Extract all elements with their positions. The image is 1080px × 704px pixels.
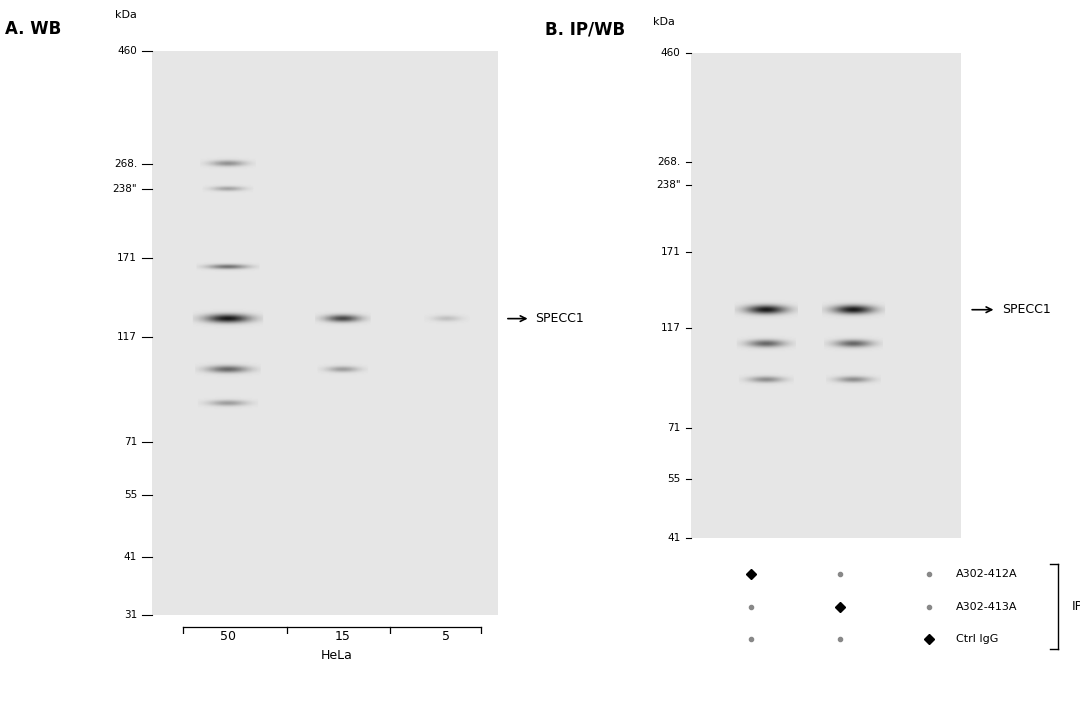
Text: A302-412A: A302-412A <box>956 569 1017 579</box>
Text: 117: 117 <box>661 322 680 333</box>
Text: 171: 171 <box>117 253 137 263</box>
Text: HeLa: HeLa <box>321 649 353 662</box>
Text: 5: 5 <box>442 630 449 643</box>
Text: 238": 238" <box>112 184 137 194</box>
Text: 238": 238" <box>656 180 680 190</box>
Text: A302-413A: A302-413A <box>956 602 1017 612</box>
Text: Ctrl IgG: Ctrl IgG <box>956 634 998 644</box>
Text: 171: 171 <box>661 246 680 257</box>
Text: 71: 71 <box>667 423 680 433</box>
Text: 50: 50 <box>220 630 237 643</box>
Text: 41: 41 <box>667 533 680 543</box>
Text: 268.: 268. <box>657 156 680 167</box>
Text: 460: 460 <box>118 46 137 56</box>
Text: B. IP/WB: B. IP/WB <box>545 20 625 39</box>
Text: kDa: kDa <box>116 11 137 20</box>
Text: 15: 15 <box>334 630 350 643</box>
Text: 31: 31 <box>124 610 137 620</box>
Text: SPECC1: SPECC1 <box>1002 303 1051 316</box>
Text: 55: 55 <box>124 490 137 500</box>
Text: 71: 71 <box>124 436 137 447</box>
Text: 117: 117 <box>117 332 137 342</box>
Text: 41: 41 <box>124 551 137 562</box>
Text: SPECC1: SPECC1 <box>536 312 584 325</box>
Text: kDa: kDa <box>653 17 675 27</box>
Text: A. WB: A. WB <box>5 20 62 38</box>
Text: 460: 460 <box>661 49 680 58</box>
Text: IP: IP <box>1072 600 1080 613</box>
Text: 55: 55 <box>667 474 680 484</box>
Text: 268.: 268. <box>113 159 137 169</box>
